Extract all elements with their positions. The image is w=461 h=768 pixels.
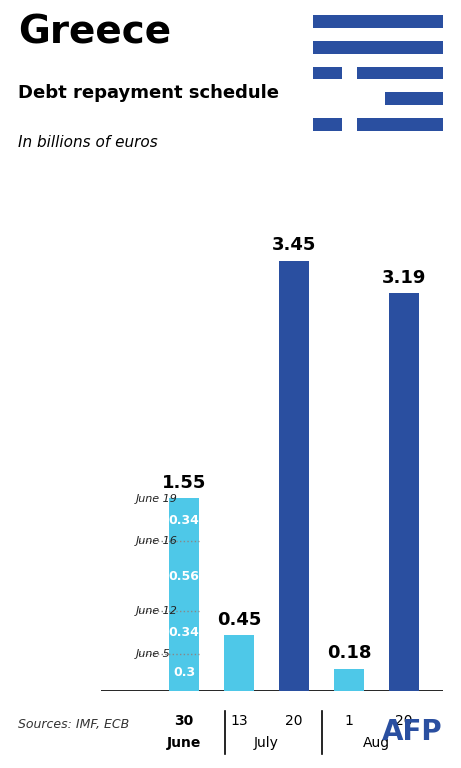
Text: June 16: June 16 (136, 536, 177, 547)
Bar (313, 54, 443, 67)
Bar (313, 41, 443, 54)
Bar (169, 498, 199, 691)
Bar (313, 92, 443, 105)
Bar (313, 92, 385, 105)
Text: 13: 13 (230, 713, 248, 727)
Bar (313, 79, 443, 92)
Text: 0.34: 0.34 (169, 514, 200, 527)
Bar (313, 67, 443, 79)
Bar (313, 105, 443, 118)
Bar (313, 15, 443, 28)
Text: AFP: AFP (382, 718, 443, 746)
Text: Greece: Greece (18, 14, 171, 51)
Text: July: July (254, 736, 279, 750)
Text: 0.18: 0.18 (327, 644, 371, 663)
Text: June 5: June 5 (136, 649, 171, 659)
Text: 3.19: 3.19 (382, 269, 426, 287)
Bar (342, 67, 356, 131)
Bar (224, 635, 254, 691)
Text: 0.56: 0.56 (169, 570, 200, 583)
Text: 20: 20 (285, 713, 303, 727)
Bar (389, 293, 419, 691)
Text: In billions of euros: In billions of euros (18, 135, 158, 151)
Bar (279, 260, 309, 691)
Text: Aug: Aug (363, 736, 390, 750)
Bar (334, 669, 364, 691)
Bar (313, 118, 443, 131)
Text: 1: 1 (344, 713, 354, 727)
Text: 30: 30 (174, 713, 194, 727)
Text: 3.45: 3.45 (272, 237, 316, 254)
Text: 1.55: 1.55 (162, 474, 206, 492)
Text: 0.45: 0.45 (217, 611, 261, 629)
Text: Sources: IMF, ECB: Sources: IMF, ECB (18, 718, 130, 731)
Text: June 19: June 19 (136, 494, 177, 504)
Bar (313, 28, 443, 41)
Text: Debt repayment schedule: Debt repayment schedule (18, 84, 279, 102)
Text: 20: 20 (395, 713, 413, 727)
Text: 0.34: 0.34 (169, 626, 200, 639)
Text: June 12: June 12 (136, 606, 177, 617)
Text: 0.3: 0.3 (173, 666, 195, 679)
Text: June: June (167, 736, 201, 750)
